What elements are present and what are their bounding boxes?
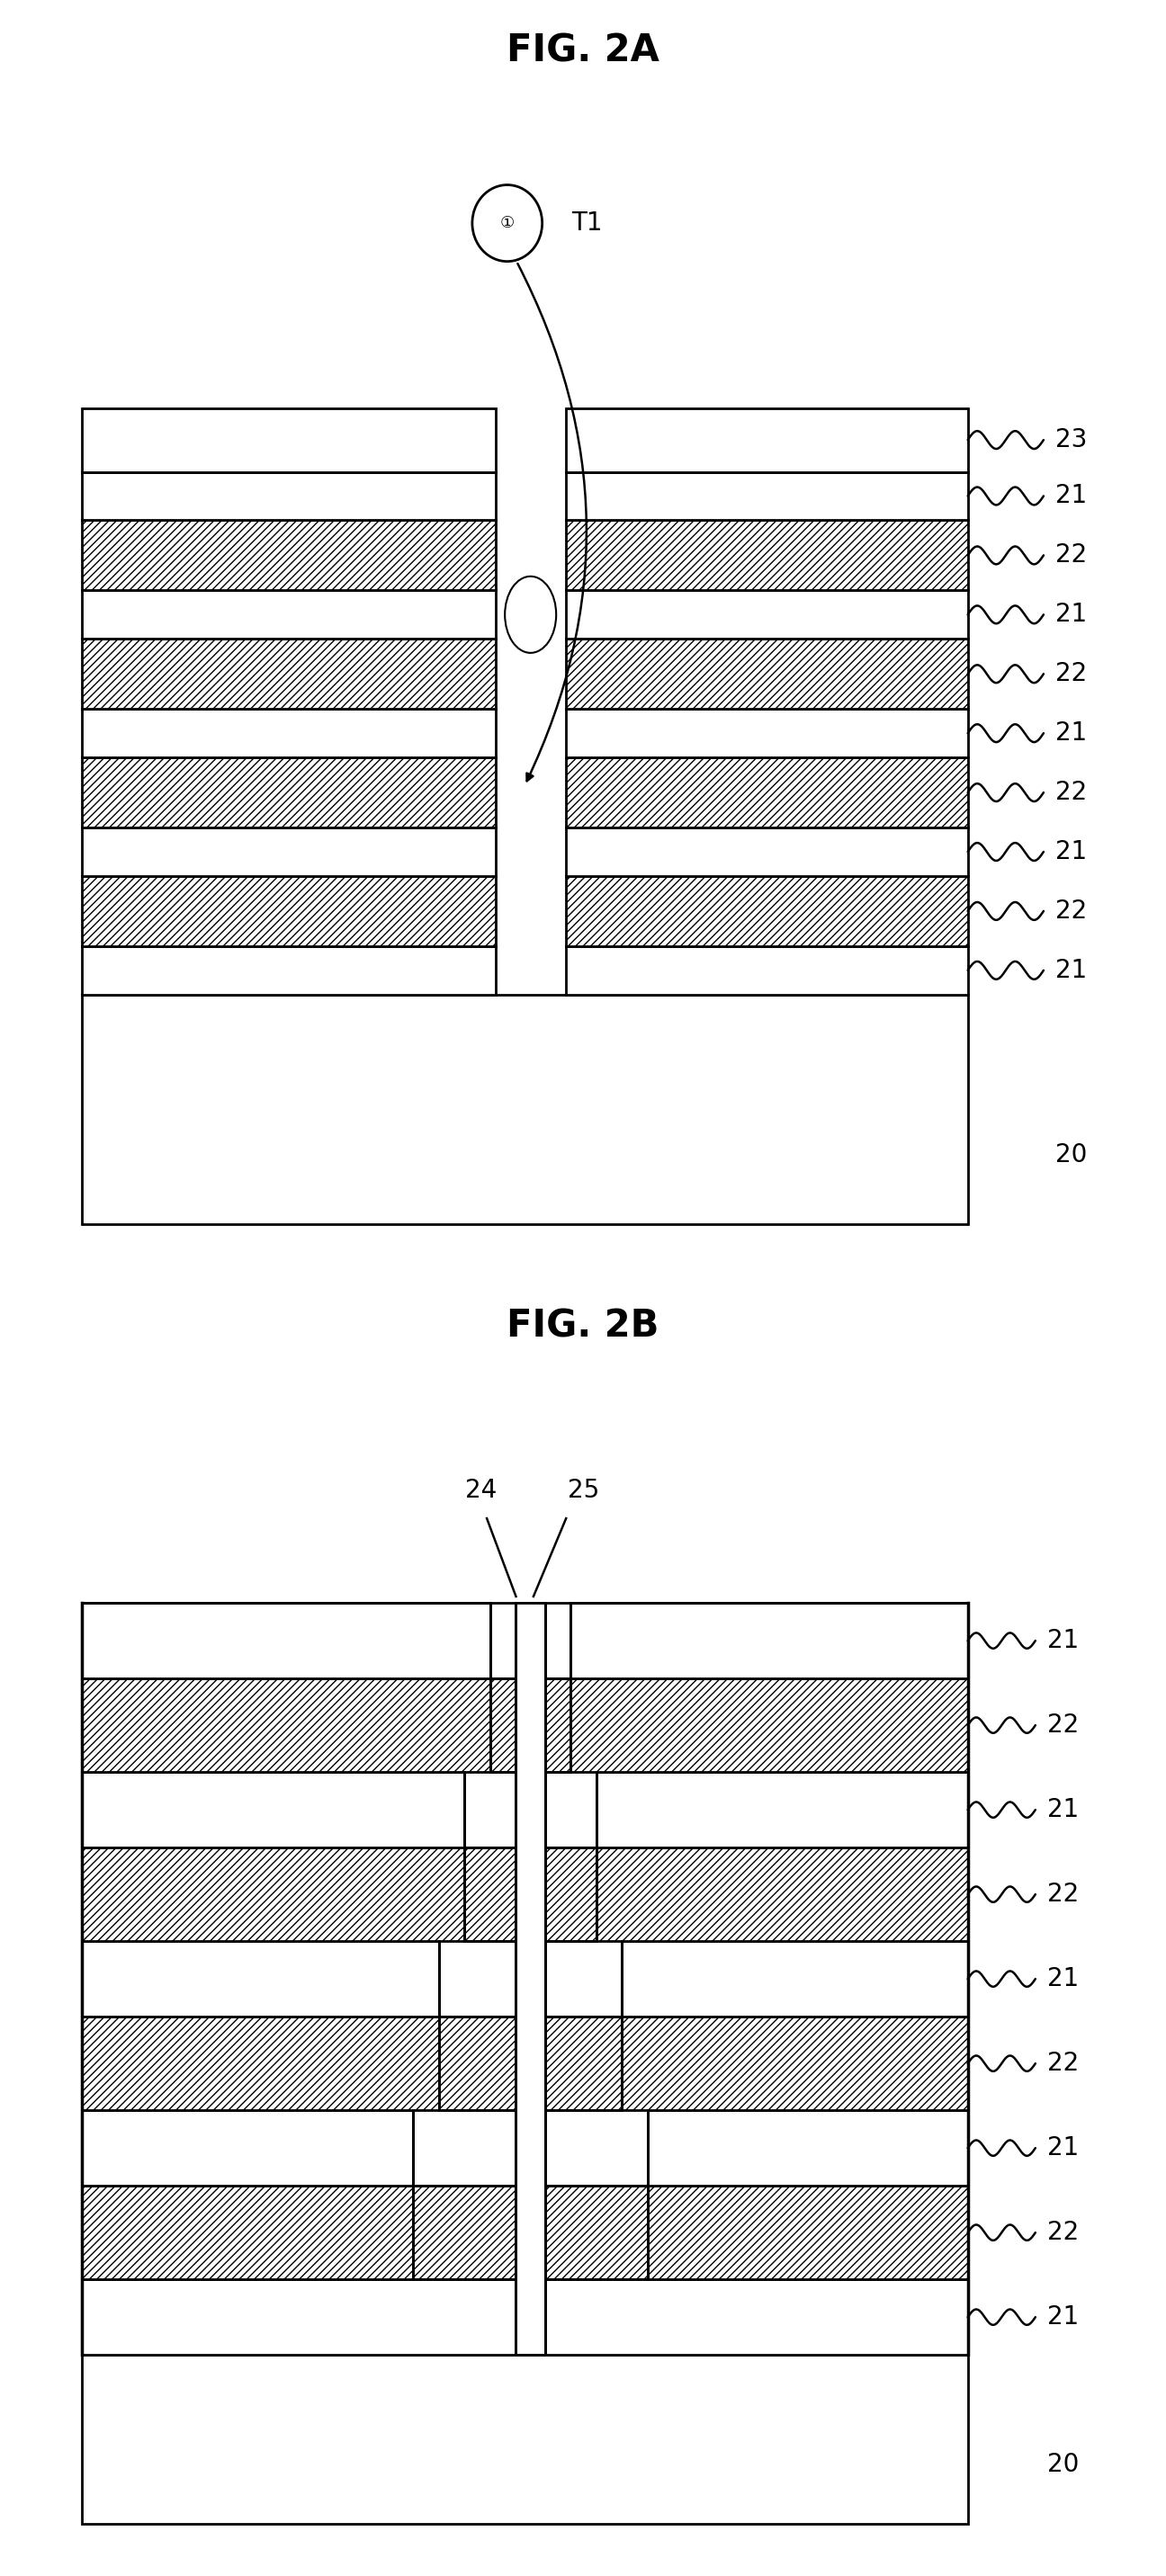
Text: T1: T1 [571,211,603,237]
Text: 21: 21 [1047,1628,1079,1654]
Text: 21: 21 [1047,2306,1079,2329]
Text: 22: 22 [1047,1713,1079,1739]
Bar [82,708,496,757]
Bar [82,639,496,708]
Bar [648,2110,968,2184]
Bar [545,2017,623,2110]
Text: FIG. 2B: FIG. 2B [507,1309,659,1345]
Bar [464,1847,515,1942]
Bar [566,590,968,639]
Text: 21: 21 [1055,958,1087,984]
Bar [82,1602,490,1680]
Text: 20: 20 [1055,1144,1087,1167]
Text: 22: 22 [1047,1880,1079,1906]
Bar [82,1942,438,2017]
Text: 21: 21 [1055,840,1087,866]
Bar [566,827,968,876]
Text: 21: 21 [1047,2136,1079,2161]
Bar [566,471,968,520]
Text: 22: 22 [1047,2221,1079,2246]
Bar [490,1680,515,1772]
Text: 21: 21 [1055,484,1087,507]
Bar [571,1602,968,1680]
Text: 22: 22 [1055,662,1087,685]
Bar [515,1602,545,2354]
Bar [545,2280,968,2354]
Bar [82,520,496,590]
Text: 22: 22 [1055,899,1087,925]
Ellipse shape [505,577,556,652]
Bar [82,827,496,876]
Bar [566,520,968,590]
Text: FIG. 2A: FIG. 2A [506,31,660,70]
Bar [82,945,496,994]
Bar [82,2280,515,2354]
Bar [82,757,496,827]
Text: 23: 23 [1055,428,1087,453]
Bar [545,1680,571,1772]
Text: 21: 21 [1055,721,1087,747]
Text: 21: 21 [1047,1965,1079,1991]
Bar [82,876,496,945]
Bar [82,2017,515,2110]
Bar [82,590,496,639]
Text: 21: 21 [1055,603,1087,626]
Text: 22: 22 [1055,544,1087,567]
Bar [82,994,968,1224]
Bar [82,1772,464,1847]
Bar [566,407,968,471]
Text: 22: 22 [1055,781,1087,806]
Bar [566,757,968,827]
Bar [545,2184,968,2280]
Bar [545,1847,968,1942]
Bar [82,2110,414,2184]
Text: 25: 25 [568,1479,599,1502]
Bar [566,876,968,945]
Bar [566,945,968,994]
Text: 24: 24 [465,1479,497,1502]
Text: 22: 22 [1047,2050,1079,2076]
Text: 20: 20 [1047,2452,1079,2478]
FancyArrowPatch shape [518,263,586,781]
Bar [623,1942,968,2017]
Bar [566,708,968,757]
Bar [566,639,968,708]
Text: 21: 21 [1047,1798,1079,1821]
Text: ①: ① [500,214,514,232]
Bar [545,1847,596,1942]
Bar [82,1680,515,1772]
Bar [438,2017,515,2110]
Bar [545,2184,648,2280]
Bar [82,407,496,471]
Bar [82,2184,515,2280]
Bar [82,1847,515,1942]
Bar [414,2184,515,2280]
Bar [597,1772,968,1847]
Bar [82,2354,968,2524]
Bar [545,2017,968,2110]
Bar [545,1680,968,1772]
Bar [82,471,496,520]
